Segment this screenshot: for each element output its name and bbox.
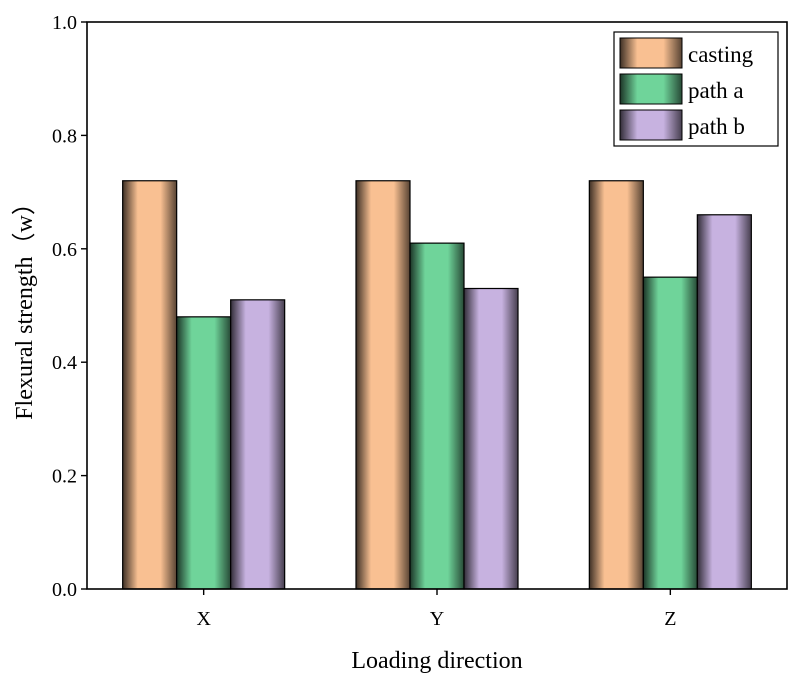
legend: casting path a path b <box>613 31 779 147</box>
y-tick-label: 0.4 <box>52 352 77 374</box>
bar-path-b-Y <box>463 287 519 590</box>
legend-swatch-casting <box>619 37 683 69</box>
bar-path-b-Z <box>696 214 752 590</box>
bar-path-a-X <box>176 316 232 590</box>
y-axis-title: Flexural strength（w） <box>12 191 38 420</box>
legend-label: path b <box>688 114 745 139</box>
legend-label: casting <box>688 42 754 67</box>
bar-casting-Z <box>588 180 644 590</box>
x-tick-label: Y <box>430 608 444 630</box>
x-tick-label: Z <box>664 608 676 630</box>
y-tick-label: 0.8 <box>52 125 77 147</box>
bar-casting-X <box>122 180 178 590</box>
legend-swatch-path-a <box>619 73 683 105</box>
y-tick-label: 1.0 <box>52 12 77 34</box>
y-tick-label: 0.6 <box>52 239 77 261</box>
bars-layer <box>122 180 752 590</box>
bar-casting-Y <box>355 180 411 590</box>
legend-label: path a <box>688 78 744 103</box>
x-tick-label: X <box>196 608 211 630</box>
ticks-layer: 0.0 0.2 0.4 0.6 0.8 1.0 X Y Z <box>52 12 676 630</box>
bar-path-a-Y <box>409 242 465 590</box>
bar-path-a-Z <box>642 276 698 590</box>
y-tick-label: 0.0 <box>52 579 77 601</box>
y-tick-label: 0.2 <box>52 466 77 488</box>
bar-path-b-X <box>230 299 286 590</box>
legend-swatch-path-b <box>619 109 683 141</box>
x-axis-title: Loading direction <box>351 648 522 674</box>
